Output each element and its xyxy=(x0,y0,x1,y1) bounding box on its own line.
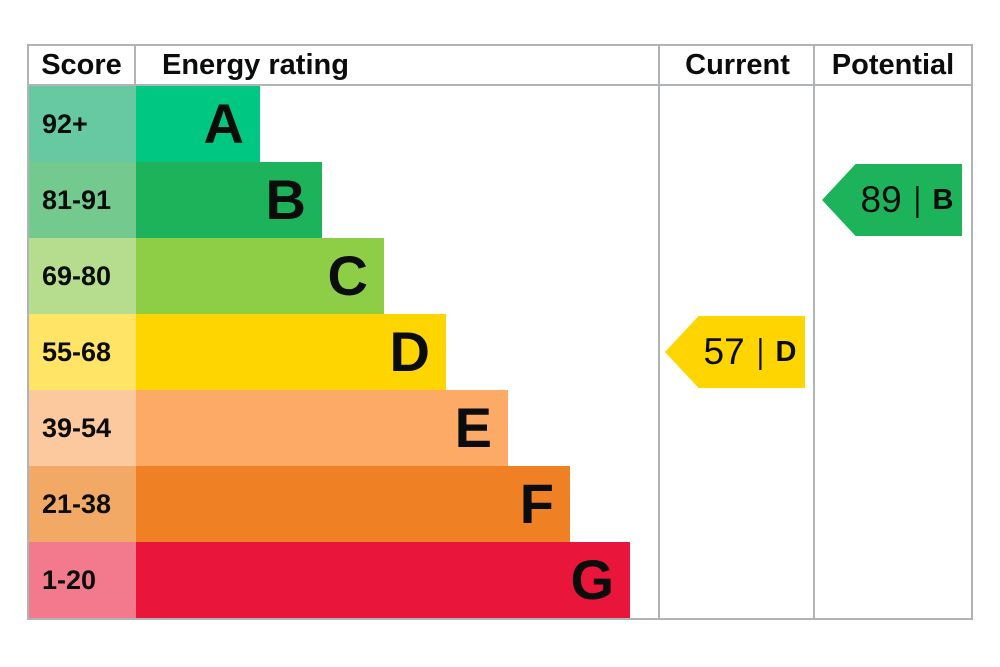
header-energy-rating: Energy rating xyxy=(162,48,349,81)
band-letter-d: D xyxy=(389,320,430,383)
band-letter-f: F xyxy=(519,472,554,535)
band-row-g: 1-20 G xyxy=(29,542,660,618)
band-row-c: 69-80 C xyxy=(29,238,660,314)
band-letter-a: A xyxy=(203,92,244,155)
band-letter-g: G xyxy=(570,548,614,611)
score-range-c: 69-80 xyxy=(29,238,136,314)
score-range-a: 92+ xyxy=(29,86,136,162)
header-row: Score Energy rating Current Potential xyxy=(29,46,971,86)
band-row-d: 55-68 D xyxy=(29,314,660,390)
header-potential: Potential xyxy=(831,48,955,81)
current-rating-arrow: 57 | D xyxy=(665,316,805,388)
band-bar-e: E xyxy=(136,390,508,466)
band-bar-d: D xyxy=(136,314,446,390)
score-range-e: 39-54 xyxy=(29,390,136,466)
potential-score-value: 89 xyxy=(860,179,902,220)
band-row-e: 39-54 E xyxy=(29,390,660,466)
score-range-d: 55-68 xyxy=(29,314,136,390)
epc-chart: Score Energy rating Current Potential 92… xyxy=(27,44,973,620)
band-row-f: 21-38 F xyxy=(29,466,660,542)
band-bar-c: C xyxy=(136,238,384,314)
band-row-b: 81-91 B xyxy=(29,162,660,238)
band-row-a: 92+ A xyxy=(29,86,660,162)
arrow-separator: | xyxy=(913,180,921,219)
current-band-letter: D xyxy=(775,335,797,368)
band-bar-b: B xyxy=(136,162,322,238)
score-range-g: 1-20 xyxy=(29,542,136,618)
potential-rating-arrow: 89 | B xyxy=(822,164,962,236)
current-score-value: 57 xyxy=(703,331,745,372)
potential-band-letter: B xyxy=(932,183,954,216)
header-score: Score xyxy=(29,46,136,84)
column-divider-current xyxy=(658,46,660,618)
header-current: Current xyxy=(685,48,790,81)
arrow-separator: | xyxy=(756,332,764,371)
score-range-b: 81-91 xyxy=(29,162,136,238)
band-bar-g: G xyxy=(136,542,630,618)
column-divider-potential xyxy=(813,46,815,618)
band-rows: 92+ A 81-91 B 69-80 C 55-68 D 39-54 E 21… xyxy=(29,86,971,618)
band-letter-c: C xyxy=(327,244,368,307)
band-letter-e: E xyxy=(454,396,492,459)
band-bar-f: F xyxy=(136,466,570,542)
band-bar-a: A xyxy=(136,86,260,162)
band-letter-b: B xyxy=(265,168,306,231)
score-range-f: 21-38 xyxy=(29,466,136,542)
